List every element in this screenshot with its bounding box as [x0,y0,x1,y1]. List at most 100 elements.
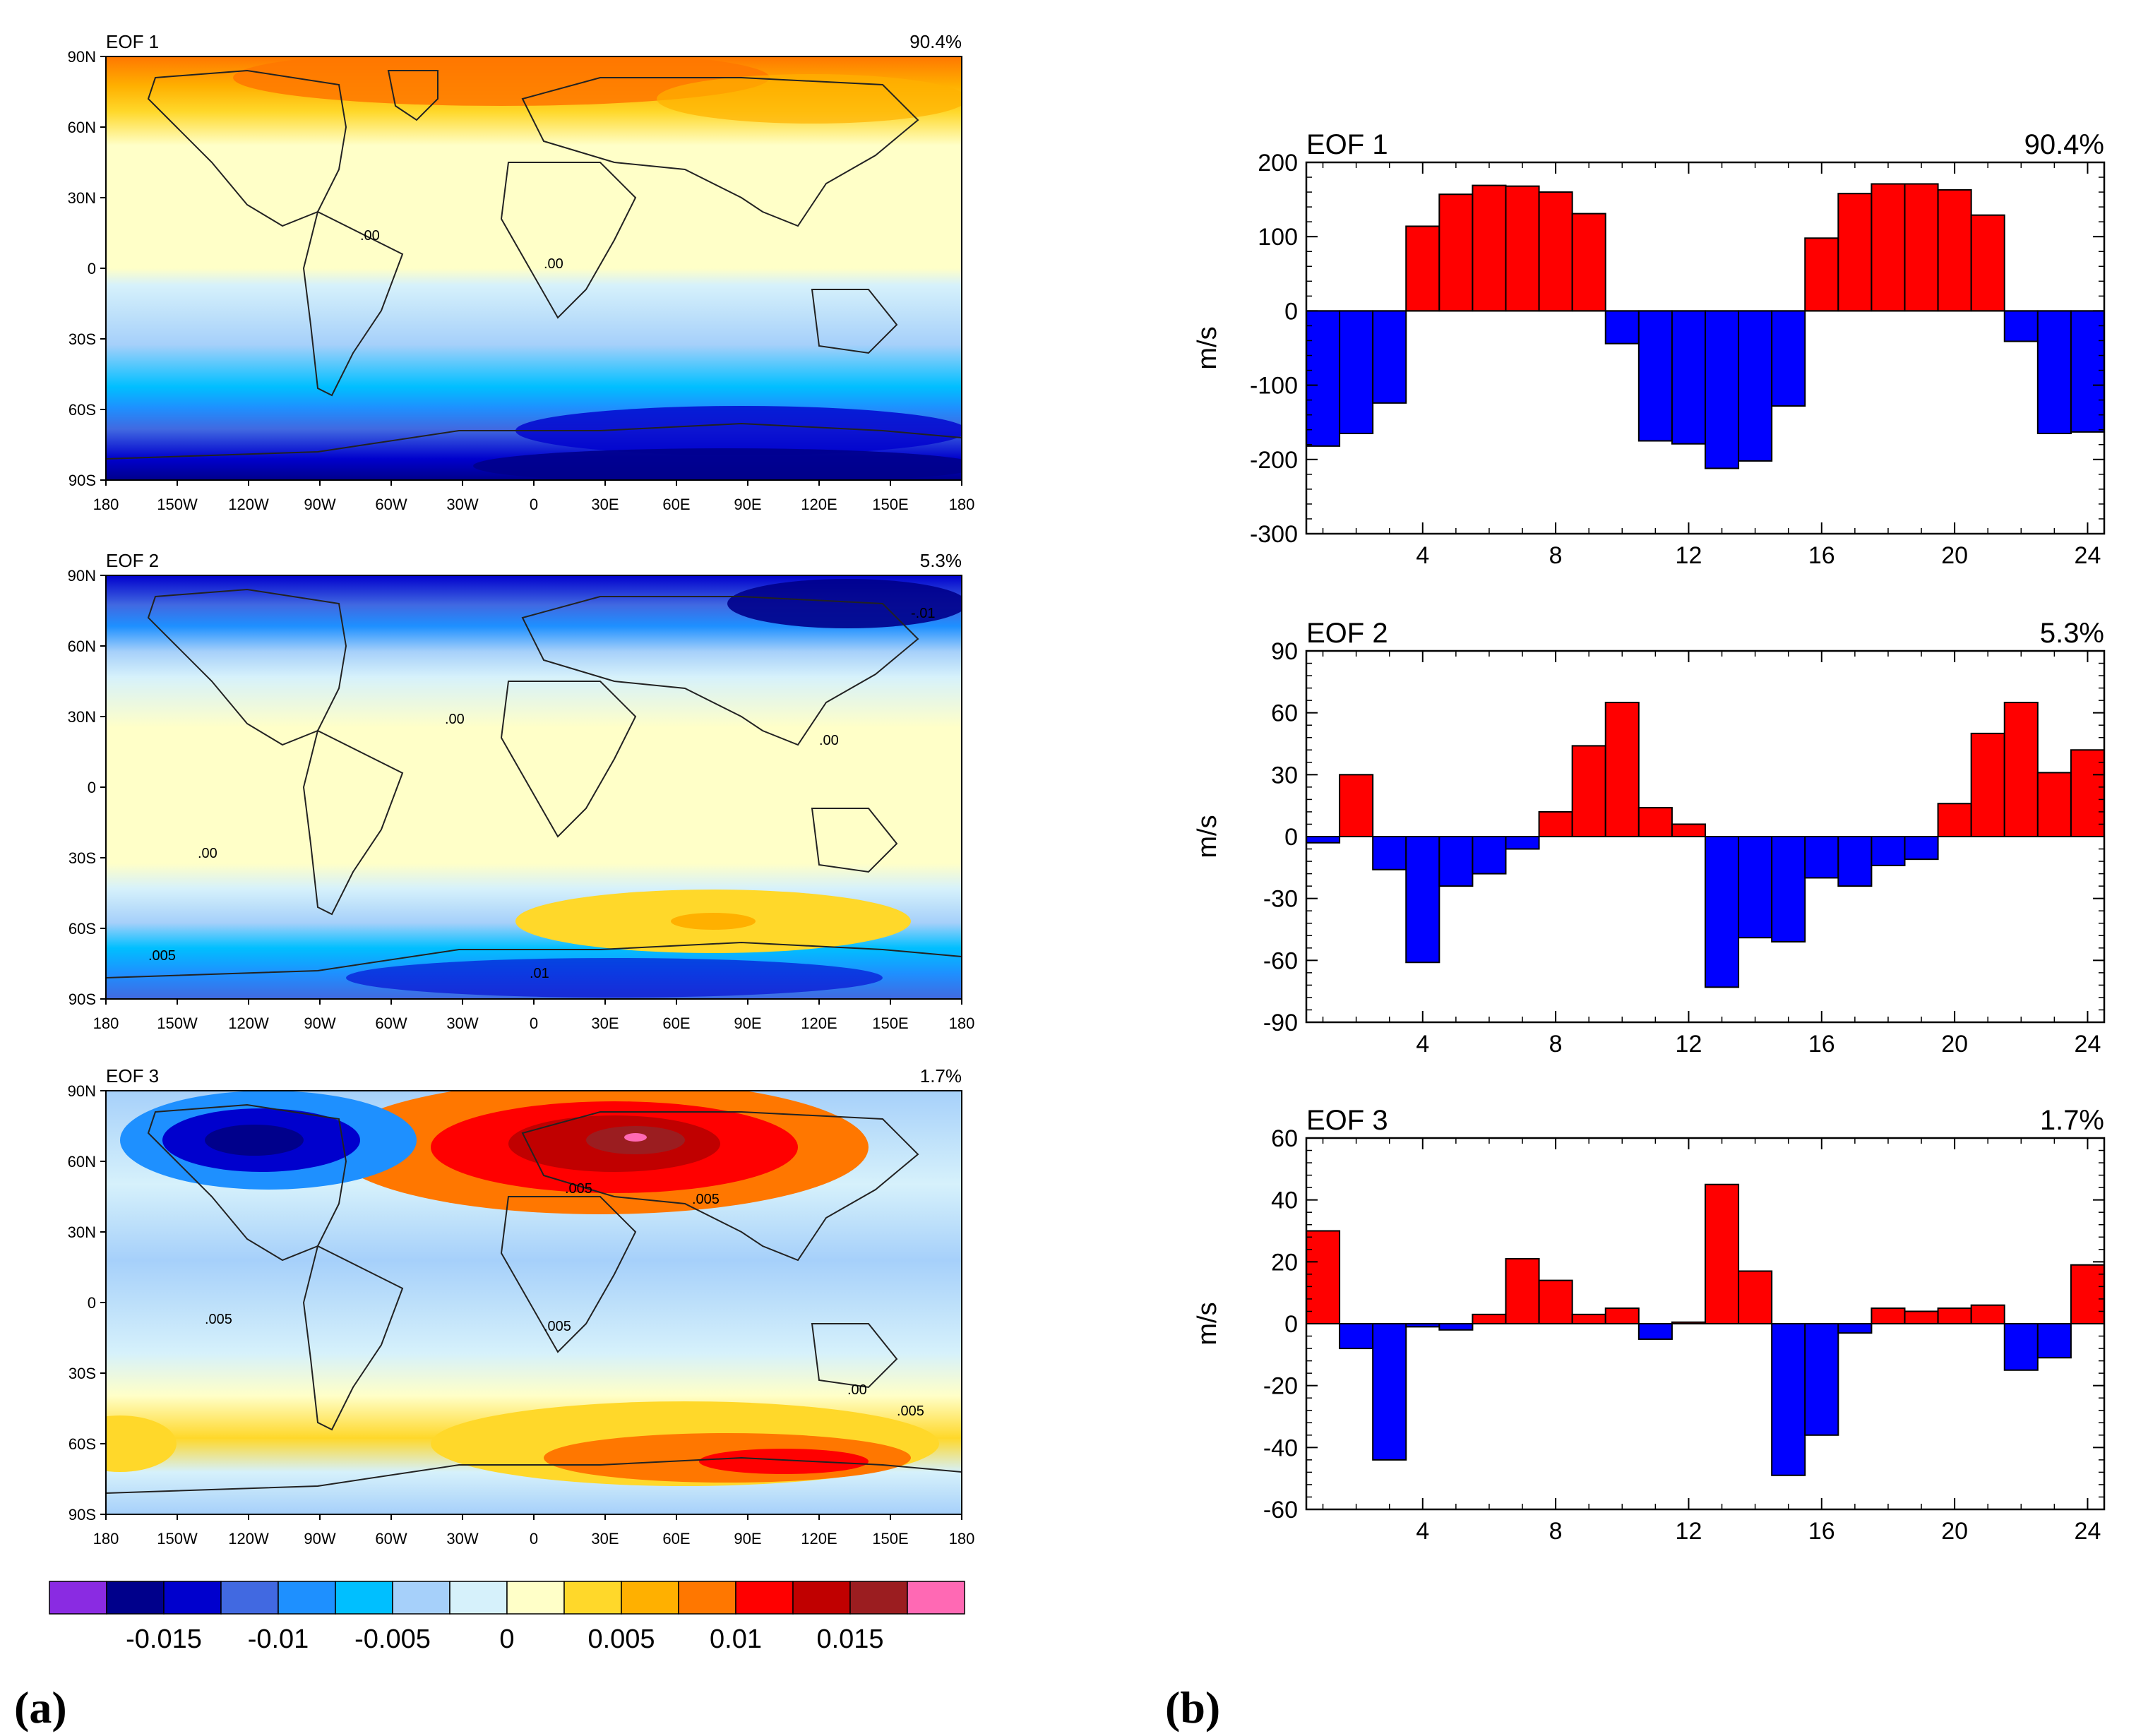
lon-tick-label: 150W [157,1530,198,1548]
coastline-antarctica [106,422,962,460]
coastline-eurasia [521,77,919,227]
bar [1871,183,1906,312]
lat-tick-label: 30N [68,189,96,207]
map-anomaly [699,1449,869,1474]
colorbar-swatch [335,1581,393,1615]
bar [1837,193,1873,312]
contour-label: .005 [205,1312,232,1327]
bar [1372,1323,1407,1461]
bar [1571,745,1606,837]
y-tick-label: -30 [1263,886,1298,913]
colorbar-label: -0.01 [248,1624,309,1654]
colorbar-swatch [49,1581,107,1615]
chart-title: EOF 2 [1306,618,1388,649]
coastlines [106,1103,962,1494]
bar [1604,702,1640,837]
lat-tick-labels: 90N 60N 30N 0 30S 60S 90S [68,567,106,1008]
x-tick-label: 8 [1549,1518,1563,1545]
contour-label: .005 [565,1181,592,1197]
chart-percent: 90.4% [2024,129,2104,160]
x-tick-label: 4 [1416,542,1429,569]
lon-tick-label: 0 [530,1014,538,1032]
colorbar: -0.015 -0.01 -0.005 0 0.005 0.01 0.015 [49,1581,965,1654]
lon-tick-label: 60E [662,1530,690,1548]
colorbar-label: 0.01 [710,1624,762,1654]
map-panel-eof2: .00 .00 .00 .005 .01 -.01 EOF 2 5.3% 90N… [68,550,975,1032]
lat-tick-label: 60N [68,119,96,136]
bar [1705,310,1740,469]
colorbar-swatch [449,1581,508,1615]
bar [2036,310,2072,434]
bar [1771,1323,1806,1476]
colorbar-swatch [735,1581,794,1615]
lon-tick-label: 60W [375,496,407,513]
lon-tick-label: 30E [591,1530,619,1548]
coastline-eurasia [521,596,919,746]
bar [1339,310,1374,434]
map-anomaly [106,1415,177,1472]
y-tick-label: 0 [1284,824,1298,851]
lon-tick-label: 90W [304,1014,335,1032]
y-tick-label: 200 [1258,150,1298,176]
chart-percent: 1.7% [2040,1105,2104,1136]
lat-tick-label: 60S [68,401,96,419]
x-tick-label: 8 [1549,542,1563,569]
lon-tick-label: 30W [446,1014,478,1032]
y-tick-label: 60 [1271,1125,1298,1152]
map-panel-eof3: .005 .005 .005 .005 .00 .005 EOF 3 1.7% … [68,1065,975,1548]
map-anomaly [346,958,883,998]
contour-label: .005 [897,1403,924,1419]
lon-tick-label: 180 [93,1014,119,1032]
lon-tick-labels: 180 150W 120W 90W 60W 30W 0 30E 60E 90E 120E 150E 18… [93,480,974,513]
lon-tick-label: 0 [530,1530,538,1548]
lat-tick-label: 90S [68,1506,96,1524]
bar [1538,191,1573,312]
lat-tick-labels: 90N 60N 30N 0 30S 60S 90S [68,1082,106,1524]
map-anomaly [473,448,962,480]
lat-tick-label: 30N [68,1223,96,1241]
bar [1671,823,1707,837]
bar [2003,702,2039,837]
colorbar-swatch [106,1581,165,1615]
lat-tick-label: 60S [68,1435,96,1453]
lon-tick-label: 30W [446,496,478,513]
colorbar-swatch [792,1581,851,1615]
contour-label: .00 [360,228,380,244]
bar [1339,1323,1374,1350]
bar [1837,1323,1873,1334]
lon-tick-label: 90E [734,1014,761,1032]
coastline-australia [811,1323,898,1389]
bar [2070,310,2105,433]
coastline-south-america [302,210,404,397]
bar [1970,1304,2005,1324]
lon-tick-label: 180 [949,1530,975,1548]
lon-tick-label: 60E [662,1014,690,1032]
lat-tick-label: 0 [88,260,96,277]
bar [1438,193,1474,312]
contour-label: .00 [544,256,563,272]
contour-label: .00 [819,733,839,748]
lon-tick-label: 120W [228,496,269,513]
bar [1738,310,1773,462]
bar [1738,836,1773,939]
y-tick-label: -20 [1263,1373,1298,1400]
chart-title: EOF 1 [1306,129,1388,160]
y-axis-label: m/s [1193,326,1222,369]
bar [1771,310,1806,407]
y-tick-label: 40 [1271,1187,1298,1214]
lat-tick-label: 60N [68,637,96,655]
map-percent: 1.7% [920,1065,962,1087]
lon-tick-label: 60W [375,1014,407,1032]
colorbar-swatch [220,1581,279,1615]
lon-tick-label: 60E [662,496,690,513]
lat-tick-label: 90S [68,990,96,1008]
lat-tick-label: 0 [88,779,96,796]
coastline-north-america [147,69,347,227]
bar [1637,807,1673,837]
x-tick-label: 4 [1416,1518,1429,1545]
y-tick-label: 0 [1284,298,1298,325]
y-tick-label: 30 [1271,762,1298,789]
coastline-south-america [302,1245,404,1431]
map-panel-eof1: .00 .00 EOF 1 90.4% 90N60N30N030S60S90S … [68,31,975,513]
lon-tick-label: 90W [304,496,335,513]
